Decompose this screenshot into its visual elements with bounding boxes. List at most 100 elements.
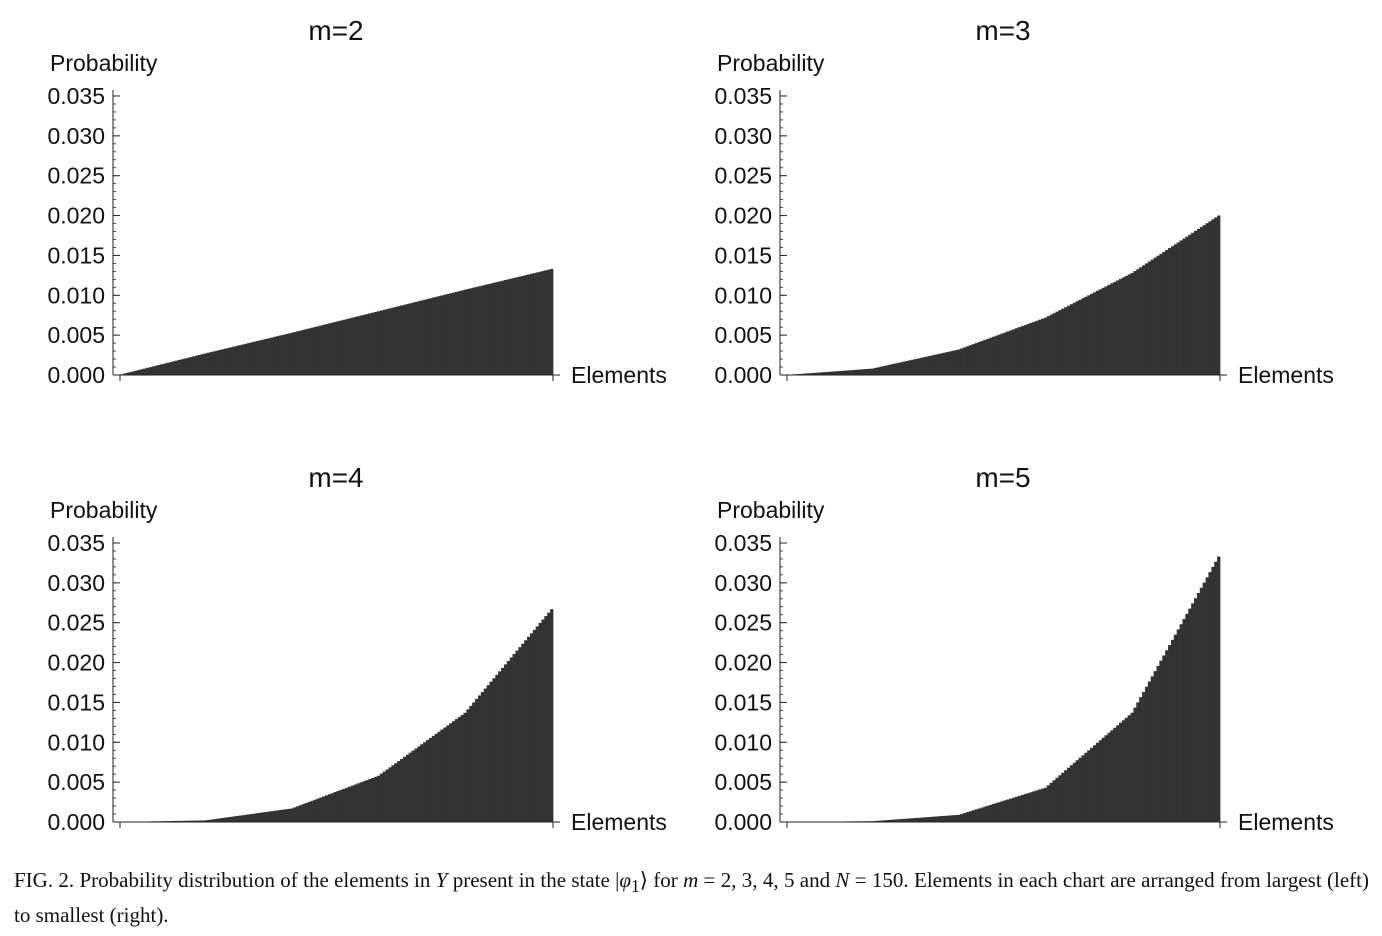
data-bar (319, 325, 323, 375)
data-bar (870, 368, 874, 375)
data-bar (960, 813, 964, 822)
data-bar (1139, 267, 1143, 375)
data-bar (203, 353, 207, 375)
data-bar (538, 622, 542, 822)
data-bar (942, 352, 947, 375)
data-bar (1058, 310, 1062, 375)
data-bar (137, 369, 141, 375)
data-bar (394, 763, 398, 822)
data-bar (1173, 634, 1178, 822)
data-bar (1142, 265, 1146, 375)
data-bar (1185, 613, 1189, 822)
data-bar (145, 367, 150, 375)
data-bar (1009, 798, 1013, 822)
x-axis-label: Elements (571, 809, 667, 835)
data-bar (1020, 794, 1025, 822)
data-bar (986, 338, 990, 375)
data-bar (535, 272, 539, 375)
data-bar (270, 337, 274, 375)
data-bar (905, 360, 909, 375)
data-bar (1000, 333, 1004, 375)
data-bar (1020, 326, 1025, 375)
data-bar (143, 368, 147, 375)
data-bar (466, 289, 470, 375)
data-bar (310, 800, 314, 822)
data-bar (1081, 298, 1085, 375)
data-bar (512, 654, 516, 822)
data-bar (527, 636, 531, 822)
data-bar (197, 820, 202, 822)
data-bar (1150, 259, 1154, 375)
data-bar (989, 804, 993, 822)
data-bar (489, 681, 493, 822)
data-bar (362, 314, 366, 375)
data-bar (284, 809, 288, 822)
data-bar (411, 750, 415, 822)
data-bar (275, 336, 280, 375)
data-bar (480, 285, 485, 375)
data-bar (350, 317, 355, 375)
data-bar (1090, 747, 1094, 822)
data-bar (524, 640, 528, 822)
data-bar (350, 785, 355, 822)
data-bar (824, 372, 828, 375)
data-bar (209, 819, 213, 822)
data-bar (798, 373, 802, 375)
data-bar (313, 327, 317, 375)
data-bar (850, 370, 854, 375)
data-bar (304, 803, 308, 822)
data-bar (812, 372, 817, 375)
figure: m=2 Probability Elements 0.000 0.005 0.010 0.0… (47, 15, 1333, 835)
data-bar (501, 667, 505, 822)
data-bar (235, 345, 239, 375)
data-bar (249, 814, 254, 822)
data-bar (431, 735, 435, 822)
data-bar (397, 306, 401, 375)
data-bar (134, 370, 138, 375)
y-tick-label: 0.015 (47, 689, 105, 715)
data-bar (466, 709, 470, 822)
data-bar (980, 340, 984, 375)
data-bar (316, 326, 320, 375)
data-bar (1006, 799, 1010, 822)
data-bar (293, 807, 297, 822)
data-bar (475, 698, 479, 822)
data-bar (1087, 295, 1091, 375)
data-bar (836, 371, 840, 375)
data-bar (192, 820, 196, 822)
data-bar (960, 348, 964, 375)
data-bar (1156, 665, 1160, 822)
data-bar (122, 373, 127, 375)
data-bar (391, 307, 395, 375)
data-bar (307, 328, 311, 375)
data-bar (457, 291, 461, 375)
data-bar (512, 277, 516, 375)
data-bar (284, 334, 288, 375)
data-bar (258, 340, 262, 375)
data-bar (1055, 777, 1059, 822)
data-bar (1214, 217, 1218, 375)
data-bar (939, 816, 944, 822)
data-bar (908, 360, 912, 375)
data-bar (916, 358, 921, 375)
data-bar (532, 629, 537, 822)
data-bar (862, 369, 866, 375)
data-bar (498, 671, 502, 822)
data-bar (186, 820, 190, 822)
data-bar (544, 270, 548, 375)
data-bar (1118, 722, 1123, 822)
data-bar (914, 359, 918, 375)
data-bar (1101, 737, 1105, 822)
data-bar (876, 367, 880, 375)
data-bar (411, 302, 415, 375)
data-bar (1153, 257, 1157, 375)
data-bar (847, 370, 851, 375)
data-bar (437, 296, 441, 375)
data-bar (258, 812, 262, 822)
data-bar (483, 688, 487, 822)
data-bar (977, 342, 981, 375)
data-bar (818, 372, 822, 375)
data-bar (888, 364, 892, 375)
data-bar (267, 338, 271, 375)
data-bar (1173, 244, 1178, 375)
